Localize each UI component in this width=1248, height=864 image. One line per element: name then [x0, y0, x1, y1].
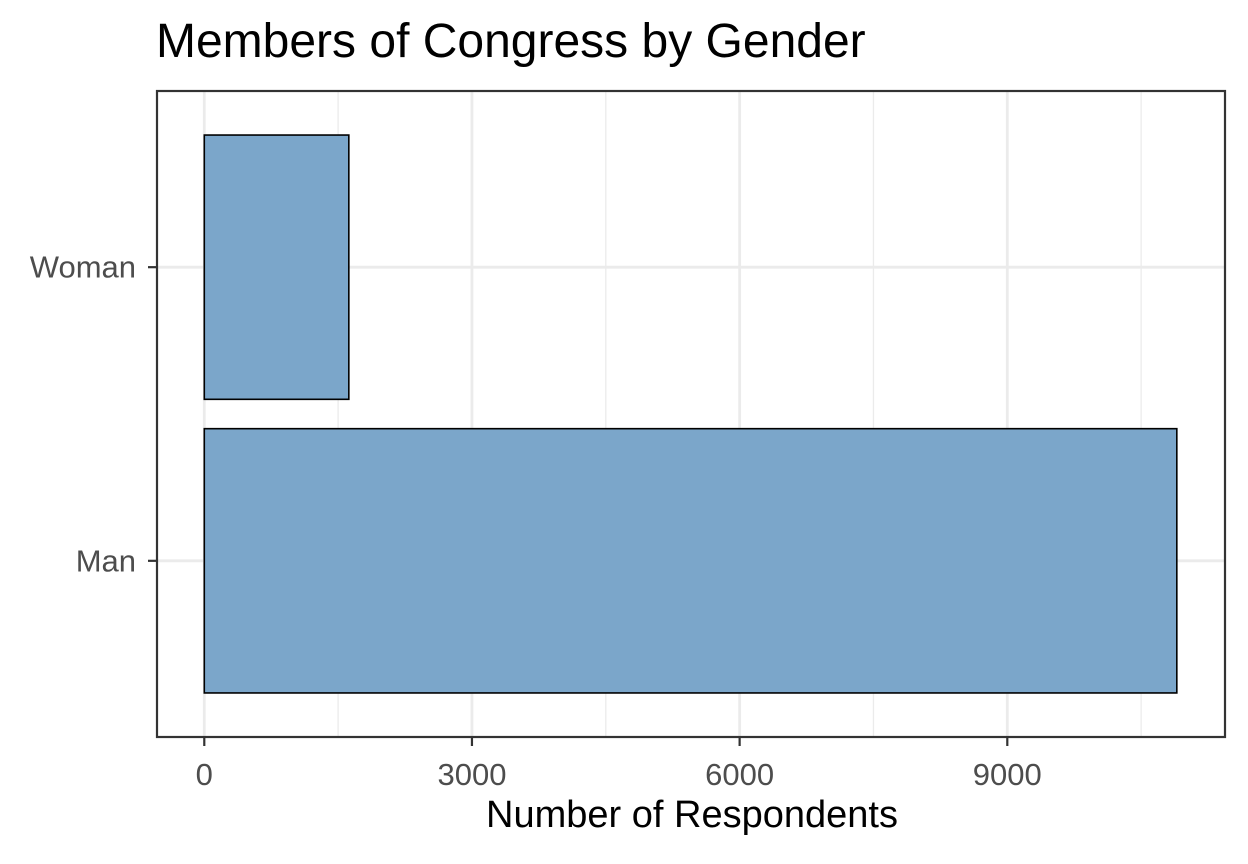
x-tick-label: 0: [196, 757, 213, 792]
chart-title: Members of Congress by Gender: [156, 15, 866, 68]
panel-border: [155, 89, 1227, 739]
x-tick-label: 9000: [973, 757, 1042, 792]
bar-woman: [203, 134, 350, 401]
y-tick-label: Woman: [30, 250, 136, 285]
bar-man: [203, 427, 1178, 694]
x-axis: 0 3000 6000 9000: [196, 737, 1042, 792]
x-tick-label: 6000: [705, 757, 774, 792]
x-axis-title: Number of Respondents: [486, 794, 898, 836]
y-axis: Man Woman: [30, 250, 157, 578]
y-tick-label: Man: [76, 543, 136, 578]
bars: [203, 134, 1178, 694]
x-tick-label: 3000: [437, 757, 506, 792]
